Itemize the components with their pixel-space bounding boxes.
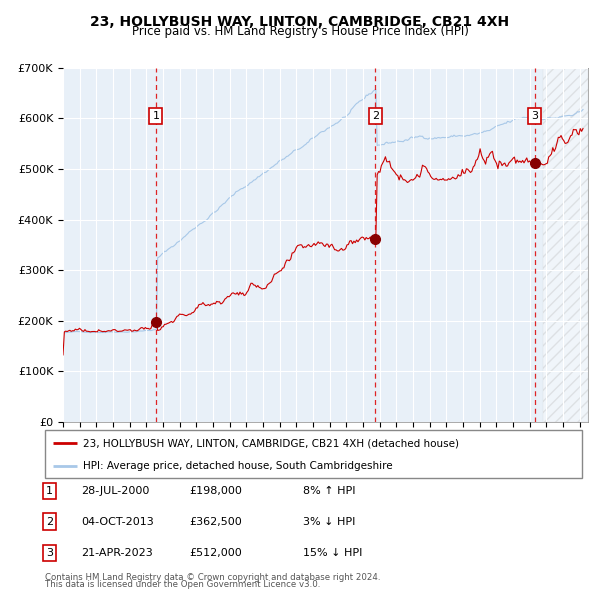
Text: 2: 2 [372, 111, 379, 120]
Text: 1: 1 [46, 486, 53, 496]
Text: 3: 3 [46, 548, 53, 558]
Text: 04-OCT-2013: 04-OCT-2013 [81, 517, 154, 526]
Text: 3: 3 [531, 111, 538, 120]
Text: Contains HM Land Registry data © Crown copyright and database right 2024.: Contains HM Land Registry data © Crown c… [45, 573, 380, 582]
Text: 8% ↑ HPI: 8% ↑ HPI [303, 486, 355, 496]
FancyBboxPatch shape [45, 430, 582, 478]
Text: 23, HOLLYBUSH WAY, LINTON, CAMBRIDGE, CB21 4XH: 23, HOLLYBUSH WAY, LINTON, CAMBRIDGE, CB… [91, 15, 509, 29]
Text: £198,000: £198,000 [189, 486, 242, 496]
Text: 21-APR-2023: 21-APR-2023 [81, 548, 153, 558]
Text: 2: 2 [46, 517, 53, 526]
Text: 1: 1 [152, 111, 160, 120]
Text: £362,500: £362,500 [189, 517, 242, 526]
Text: 15% ↓ HPI: 15% ↓ HPI [303, 548, 362, 558]
Text: Price paid vs. HM Land Registry's House Price Index (HPI): Price paid vs. HM Land Registry's House … [131, 25, 469, 38]
Text: £512,000: £512,000 [189, 548, 242, 558]
Text: This data is licensed under the Open Government Licence v3.0.: This data is licensed under the Open Gov… [45, 580, 320, 589]
Bar [544, 68, 588, 422]
Text: 23, HOLLYBUSH WAY, LINTON, CAMBRIDGE, CB21 4XH (detached house): 23, HOLLYBUSH WAY, LINTON, CAMBRIDGE, CB… [83, 438, 458, 448]
Text: 28-JUL-2000: 28-JUL-2000 [81, 486, 149, 496]
Text: HPI: Average price, detached house, South Cambridgeshire: HPI: Average price, detached house, Sout… [83, 461, 392, 471]
Text: 3% ↓ HPI: 3% ↓ HPI [303, 517, 355, 526]
